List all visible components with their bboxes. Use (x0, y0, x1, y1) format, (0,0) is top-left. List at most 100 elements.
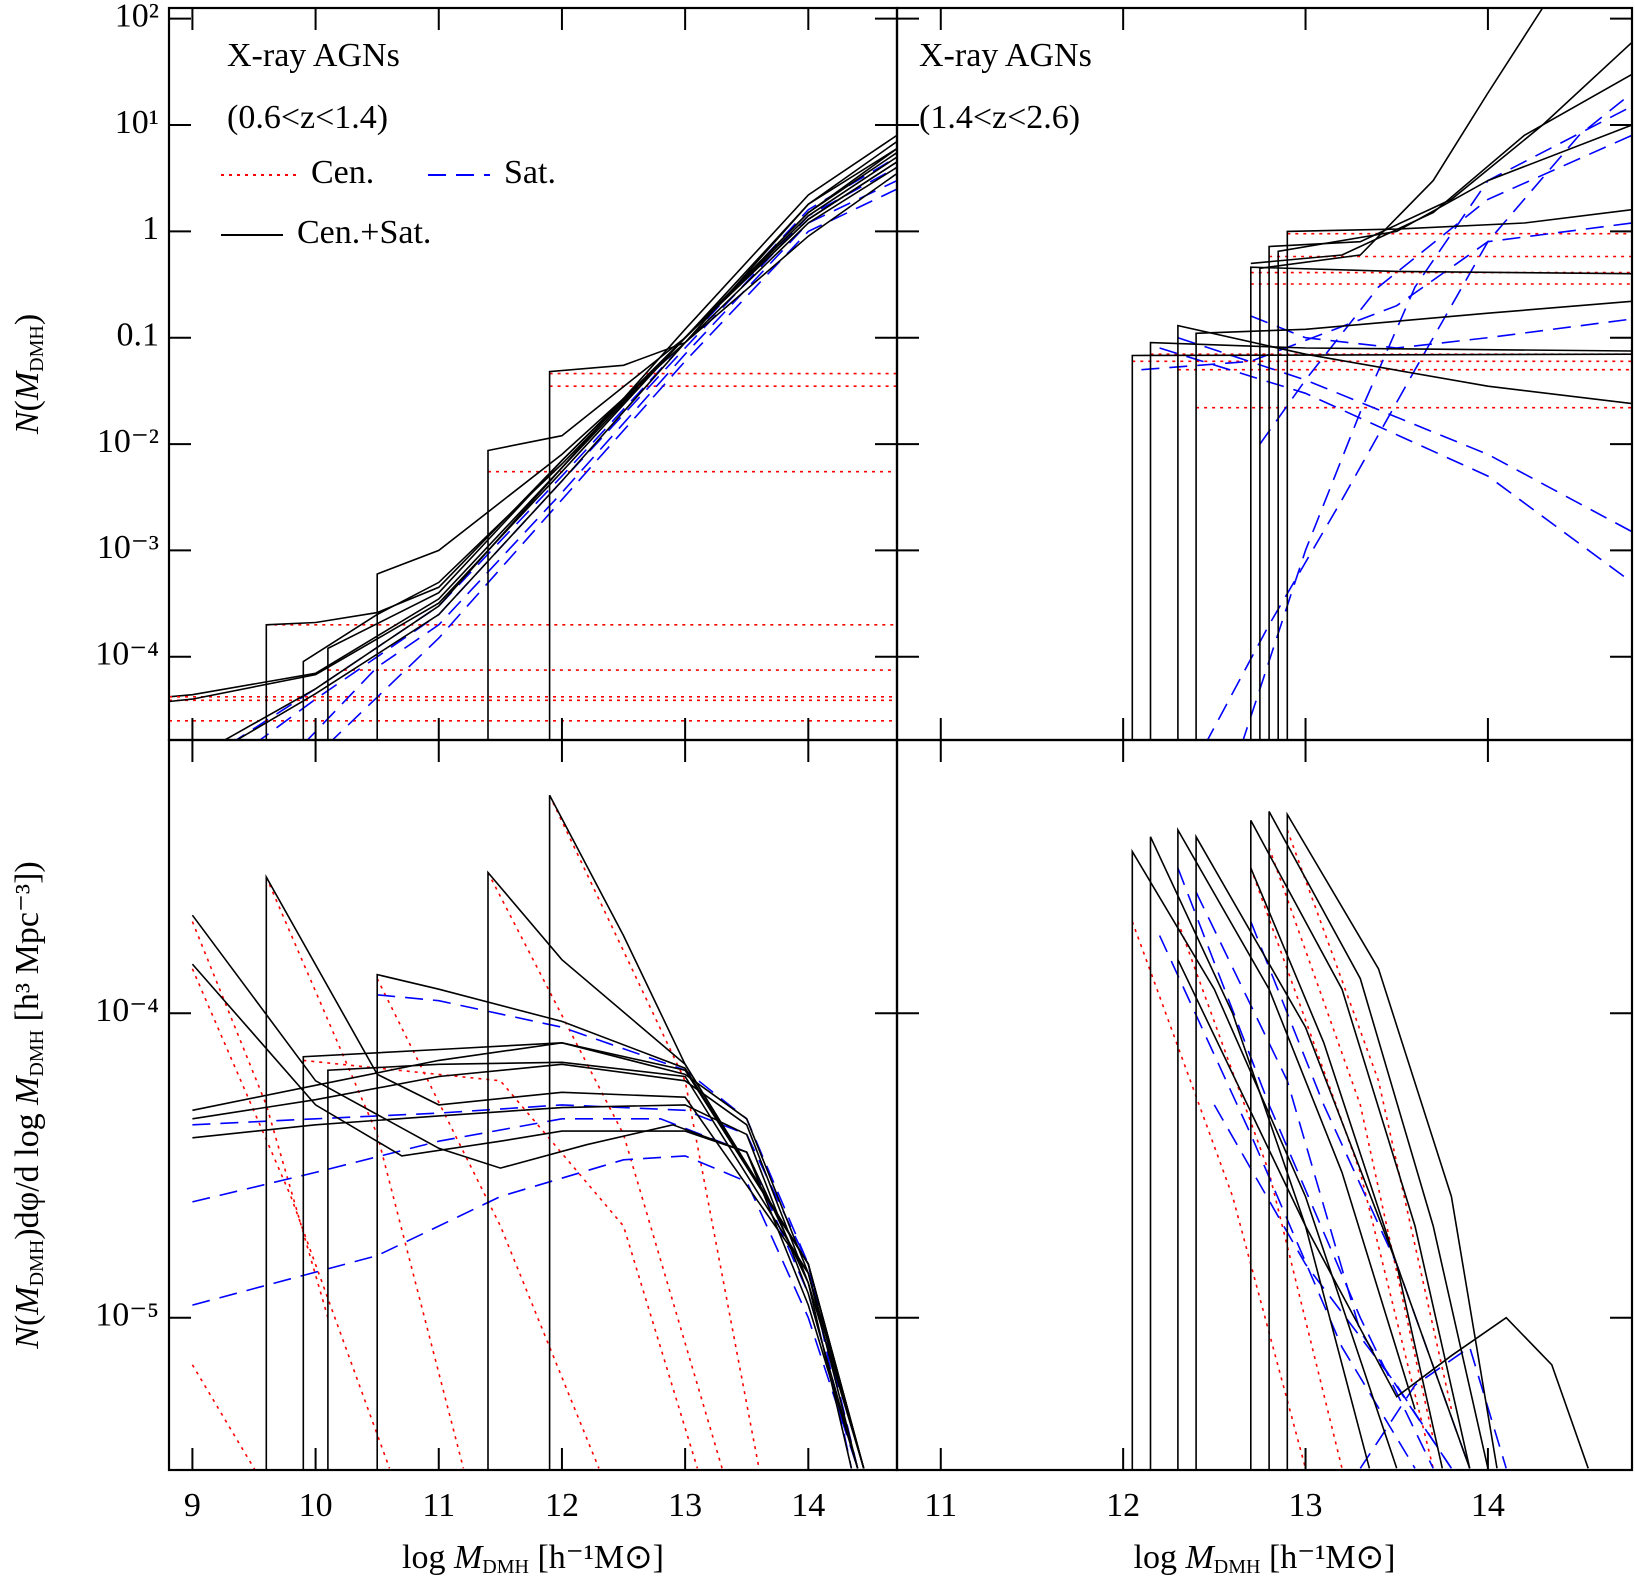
series-line (376, 166, 897, 740)
series-line (1177, 324, 1632, 740)
series-line (1277, 124, 1632, 740)
y-tick-label: 10⁻⁵ (95, 1296, 159, 1333)
series-line (1213, 1104, 1453, 1469)
series-line (1250, 867, 1471, 1469)
series-line (1177, 336, 1632, 533)
y-tick-label: 10⁻⁴ (95, 636, 159, 673)
series-line (1149, 341, 1632, 740)
x-tick-label: 9 (184, 1487, 201, 1524)
label-part: DMH (26, 325, 48, 372)
label-part: ) (9, 314, 46, 325)
series-line (306, 179, 897, 740)
x-tick-label: 13 (1289, 1487, 1323, 1524)
x-axis-label: log MDMH [h⁻¹M⊙] (1134, 1539, 1396, 1578)
series-line (1259, 134, 1632, 445)
y-tick-label: 10⁻⁴ (95, 992, 159, 1029)
panel-frame (895, 738, 1634, 1472)
x-axis-label: log MDMH [h⁻¹M⊙] (402, 1539, 664, 1578)
label-part: ( (9, 400, 46, 411)
series-line (192, 1104, 859, 1469)
x-tick-label: 12 (1106, 1487, 1140, 1524)
x-tick-label: 13 (668, 1487, 702, 1524)
plot-area (191, 794, 865, 1470)
series-line (191, 968, 391, 1469)
series-line (1268, 847, 1434, 1439)
series-line (302, 156, 897, 740)
label-part: DMH (1214, 1556, 1261, 1578)
series-line (1131, 353, 1632, 740)
series-line (327, 151, 897, 740)
series-line (302, 1041, 865, 1470)
label-part: [h⁻¹M⊙] (1260, 1539, 1395, 1576)
series-line (1177, 921, 1343, 1469)
series-line (235, 147, 897, 740)
series-line (192, 1104, 859, 1469)
x-tick-label: 14 (791, 1487, 825, 1524)
x-tick-label: 11 (924, 1487, 957, 1524)
label-part: N (9, 409, 46, 435)
series-line (487, 161, 897, 740)
label-part: M (9, 1075, 46, 1106)
series-line (1268, 811, 1489, 1470)
annotation: X-ray AGNs (227, 37, 400, 74)
series-line (191, 921, 329, 1318)
label-part: )dφ/d log (9, 1105, 46, 1240)
label-part: log (1134, 1539, 1186, 1576)
label-part: ( (9, 1315, 46, 1326)
label-part: log (402, 1539, 454, 1576)
label-part: DMH (482, 1556, 529, 1578)
y-axis-label: N(MDMH)dφ/d log MDMH [h³ Mpc⁻³]) (9, 861, 48, 1349)
series-line (1242, 105, 1632, 740)
y-axis-label: N(MDMH) (9, 314, 48, 435)
label-part: M (453, 1539, 484, 1576)
label-part: M (9, 1285, 46, 1316)
series-line (1250, 315, 1632, 349)
series-line (1359, 1345, 1507, 1469)
annotation: X-ray AGNs (919, 37, 1092, 74)
series-line (265, 874, 859, 1470)
y-tick-label: 0.1 (117, 317, 160, 354)
series-line (377, 994, 853, 1469)
series-line (1286, 811, 1498, 1470)
y-tick-label: 10⁻² (97, 423, 159, 460)
series-line (487, 872, 723, 1469)
series-line (548, 794, 865, 1470)
y-tick-label: 10² (115, 0, 159, 34)
label-part: M (1184, 1539, 1215, 1576)
series-line (192, 1155, 859, 1469)
series-line (191, 963, 859, 1469)
series-line (169, 140, 897, 703)
series-line (1195, 833, 1444, 1470)
label-part: [h³ Mpc⁻³]) (9, 861, 46, 1030)
legend-label: Sat. (504, 154, 556, 191)
label-part: N (9, 1324, 46, 1350)
series-line (265, 161, 897, 740)
series-line (1177, 959, 1589, 1469)
label-part: M (9, 370, 46, 401)
series-line (1195, 300, 1632, 740)
series-line (548, 794, 760, 1469)
series-line (487, 870, 865, 1470)
plot-area (169, 134, 897, 740)
x-tick-label: 11 (422, 1487, 455, 1524)
series-line (191, 1364, 256, 1470)
series-line (1206, 92, 1632, 740)
series-line (1250, 820, 1471, 1470)
series-line (192, 1118, 859, 1469)
legend-label: Cen. (311, 154, 374, 191)
label-part: DMH (26, 1240, 48, 1287)
series-line (1259, 8, 1544, 740)
y-tick-label: 10¹ (115, 104, 159, 141)
x-tick-label: 14 (1471, 1487, 1505, 1524)
y-tick-label: 10⁻³ (97, 529, 159, 566)
series-line (1149, 836, 1371, 1470)
series-line (1250, 266, 1632, 740)
series-line (191, 914, 853, 1469)
series-line (223, 134, 897, 740)
series-line (376, 978, 600, 1469)
series-line (1195, 891, 1453, 1469)
x-tick-label: 10 (299, 1487, 333, 1524)
series-line (1177, 867, 1434, 1469)
series-line (1131, 848, 1398, 1470)
